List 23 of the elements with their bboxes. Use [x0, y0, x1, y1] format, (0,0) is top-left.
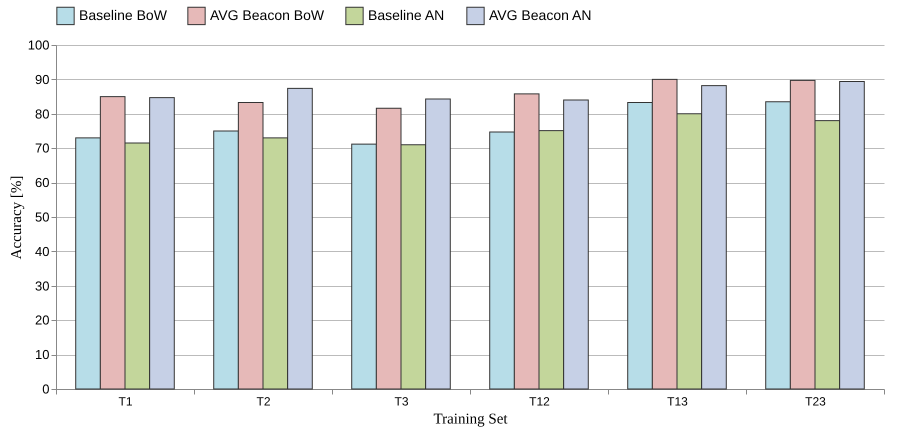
y-tick-label: 20 [35, 312, 50, 328]
legend-label: Baseline AN [368, 6, 444, 23]
x-tick-label: T1 [118, 394, 133, 408]
x-tick-label: T23 [805, 394, 826, 408]
y-tick-label: 80 [35, 106, 50, 122]
y-tick-label: 0 [42, 382, 50, 396]
x-tick-label: T3 [394, 394, 409, 408]
y-tick-label: 60 [35, 175, 50, 190]
legend-label: Baseline BoW [79, 6, 168, 23]
y-tick-label: 10 [35, 347, 50, 362]
x-tick-label: T12 [529, 394, 550, 408]
y-tick-label: 70 [35, 140, 50, 156]
y-tick-label: 40 [35, 244, 50, 259]
y-tick-label: 30 [35, 278, 50, 294]
x-tick-label: T2 [256, 394, 271, 408]
y-tick-label: 50 [35, 210, 50, 224]
x-tick-label: T13 [667, 394, 688, 408]
y-axis-title: Accuracy [%] [8, 176, 25, 260]
legend-label: AVG Beacon BoW [210, 6, 325, 23]
x-axis-title: Training Set [433, 412, 508, 428]
y-tick-label: 100 [28, 38, 50, 52]
legend-label: AVG Beacon AN [489, 6, 592, 23]
y-tick-label: 90 [35, 72, 50, 87]
